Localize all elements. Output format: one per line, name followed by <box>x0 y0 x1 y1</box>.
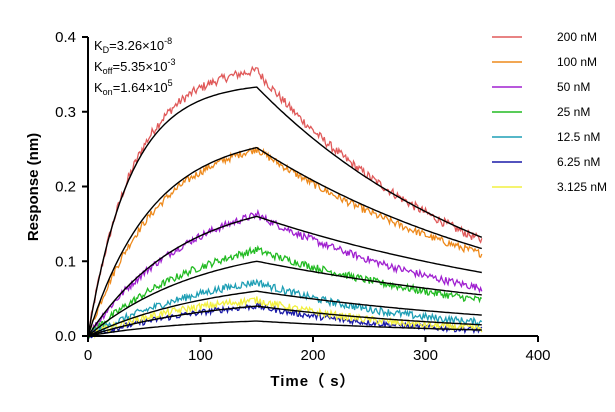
legend-label: 100 nM <box>557 55 597 69</box>
legend: 200 nM 100 nM 50 nM 25 nM 12.5 nM 6.25 nM 3.12… <box>492 30 607 194</box>
series-line-6 <box>87 296 483 340</box>
fit-line-3 <box>87 260 482 337</box>
x-tick-label: 400 <box>525 347 550 364</box>
x-axis-title: Time（ s） <box>270 372 355 390</box>
fit-line-5 <box>87 305 482 337</box>
y-axis-title: Response (nm) <box>25 133 42 241</box>
x-tick-label: 200 <box>300 347 325 364</box>
y-tick-label: 0.3 <box>55 104 76 121</box>
series-line-0 <box>87 65 483 335</box>
kd-label: KD=3.26×10-8 <box>94 36 172 55</box>
legend-label: 200 nM <box>557 30 597 44</box>
fit-line-4 <box>87 290 482 337</box>
x-tick-label: 300 <box>413 347 438 364</box>
series-line-1 <box>87 146 483 338</box>
y-tick-label: 0.4 <box>55 29 76 46</box>
fit-line-2 <box>87 215 482 337</box>
y-tick-label: 0.2 <box>55 179 76 196</box>
y-tick-label: 0.0 <box>55 328 76 345</box>
plot-area <box>87 65 483 340</box>
legend-label: 3.125 nM <box>557 180 607 194</box>
koff-label: Koff=5.35×10-3 <box>94 57 175 76</box>
legend-label: 25 nM <box>557 105 590 119</box>
fit-line-1 <box>87 146 482 337</box>
series-line-4 <box>87 278 483 338</box>
legend-label: 50 nM <box>557 80 590 94</box>
kon-label: Kon=1.64×105 <box>94 78 173 97</box>
y-tick-label: 0.1 <box>55 253 76 270</box>
series-line-3 <box>87 244 483 339</box>
fit-line-6 <box>87 320 482 337</box>
legend-label: 6.25 nM <box>557 155 600 169</box>
fit-line-0 <box>87 86 483 337</box>
ticks: 0 100 200 300 400 0.0 0.1 0.2 0.3 0.4 <box>55 29 550 364</box>
legend-label: 12.5 nM <box>557 130 600 144</box>
x-tick-label: 100 <box>188 347 213 364</box>
kinetics-annotation: KD=3.26×10-8 Koff=5.35×10-3 Kon=1.64×105 <box>94 36 175 97</box>
x-tick-label: 0 <box>84 347 92 364</box>
